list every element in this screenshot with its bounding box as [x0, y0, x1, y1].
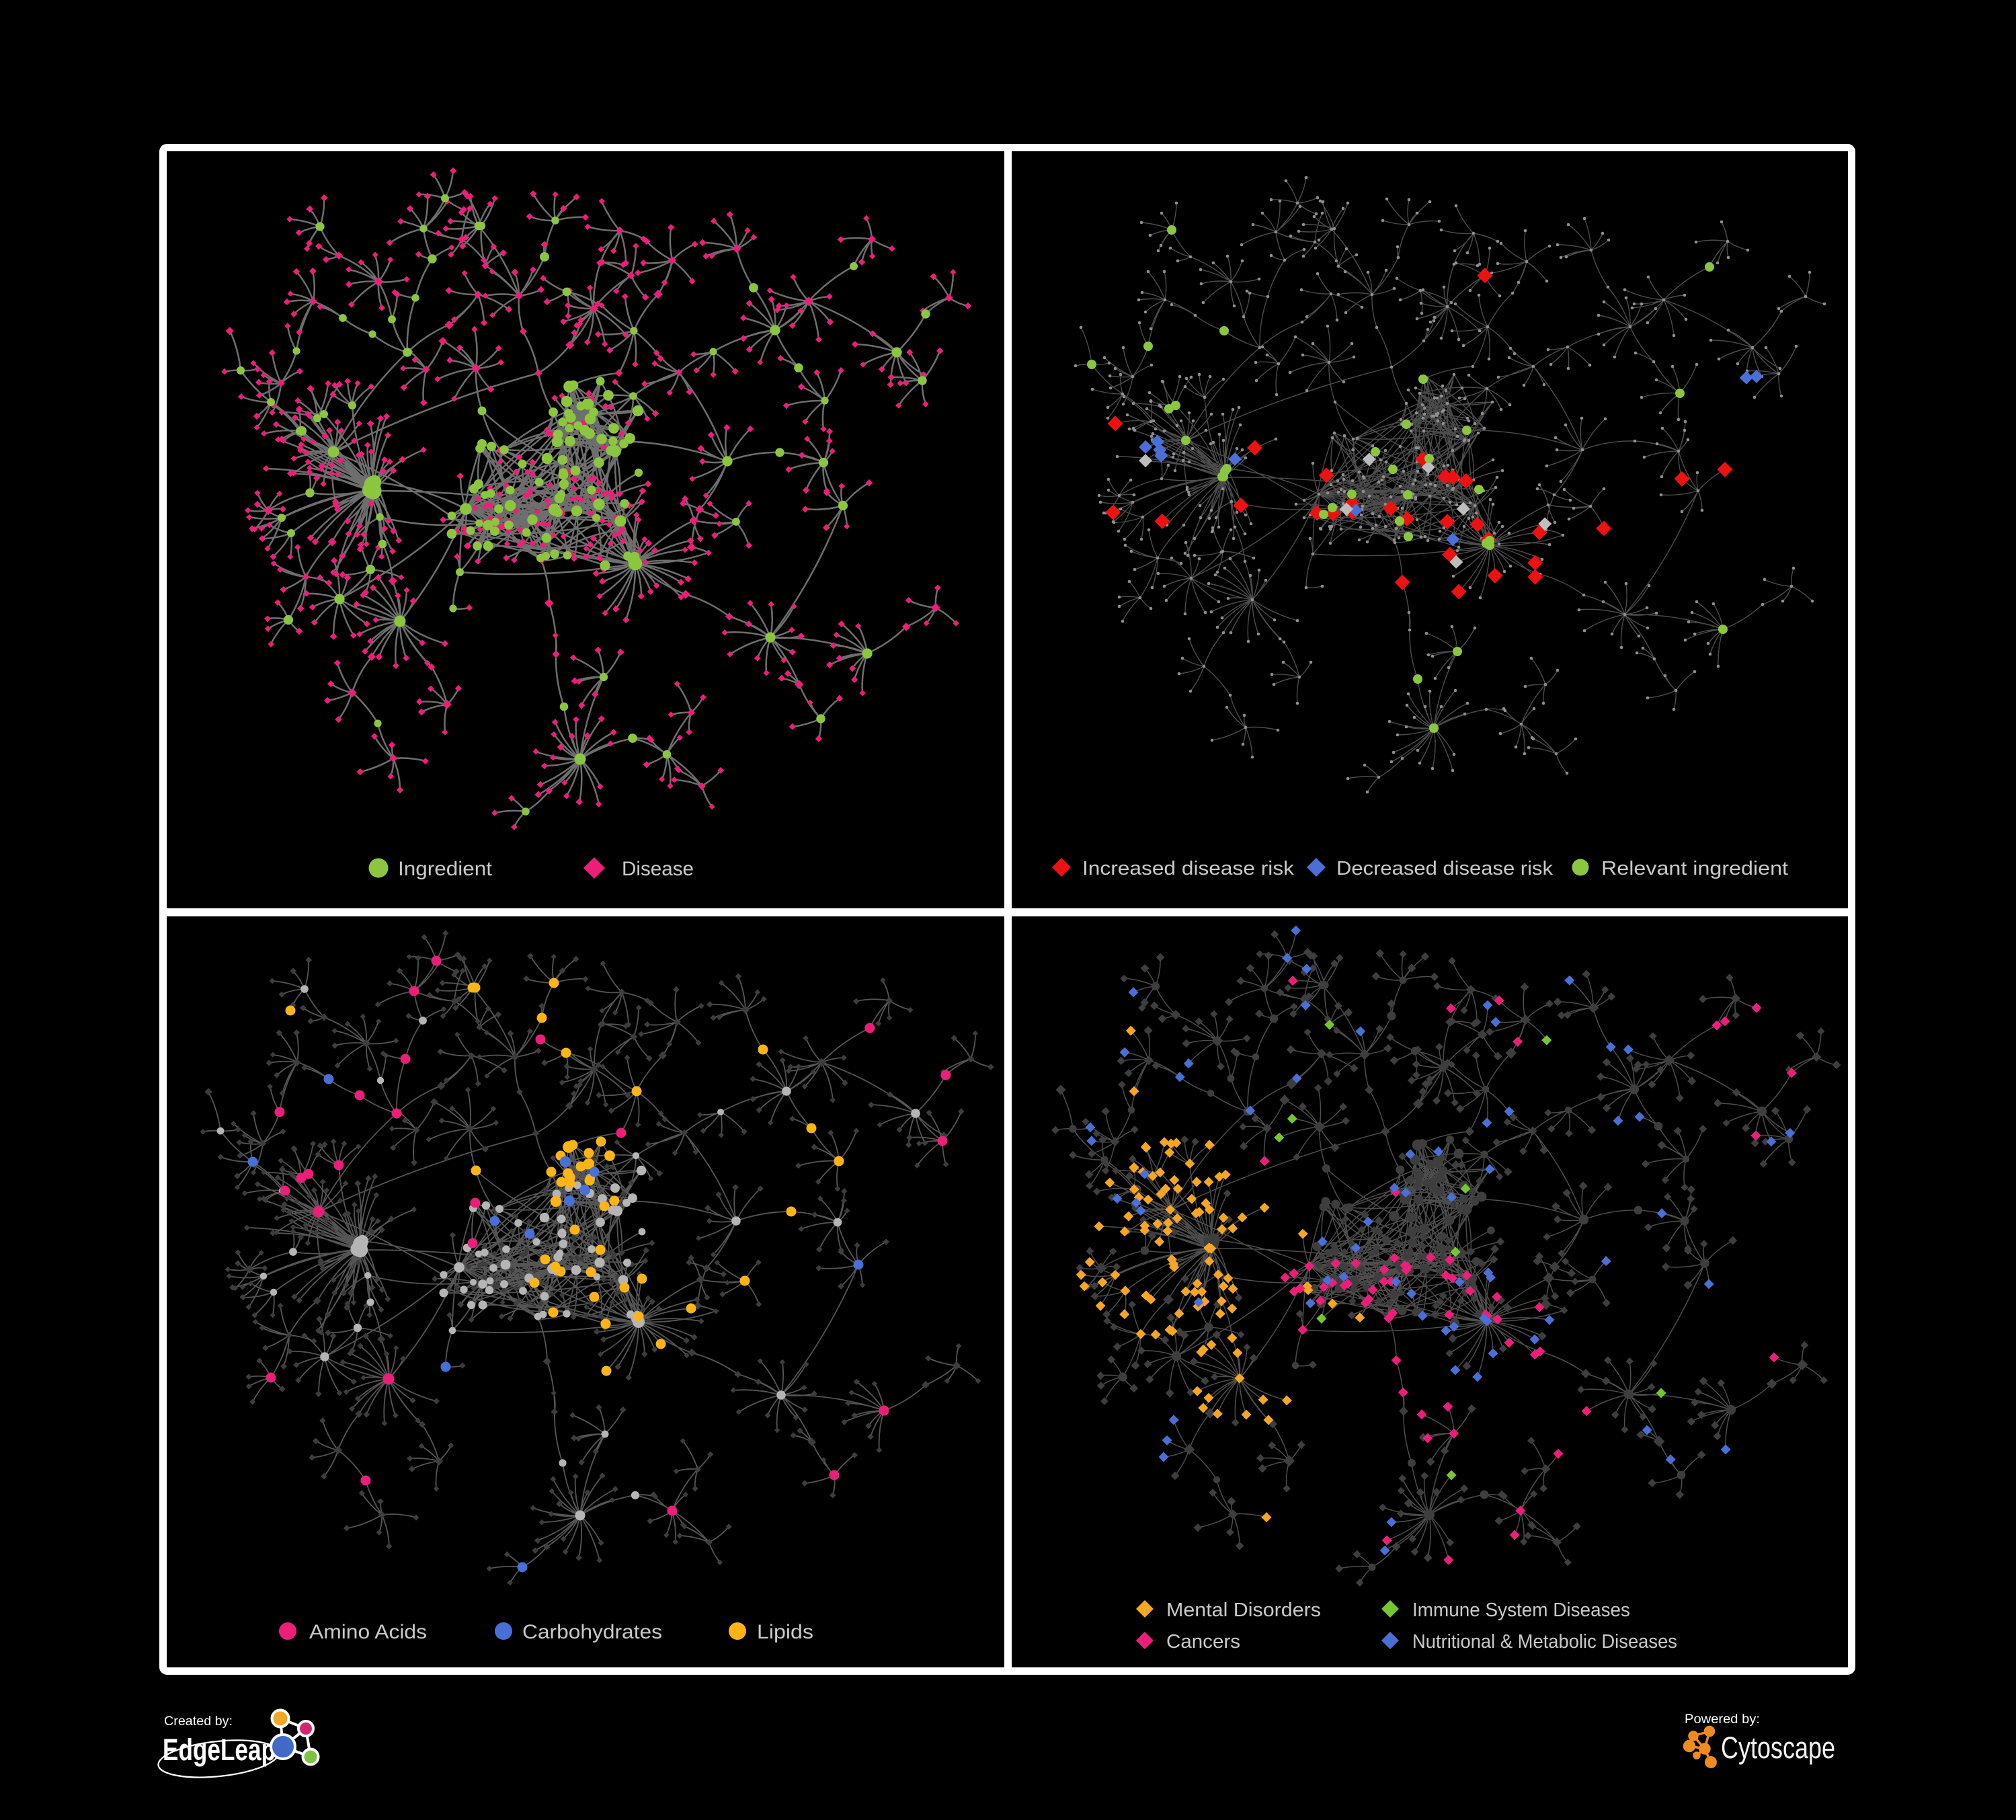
- svg-text:Immune System Diseases: Immune System Diseases: [1412, 1599, 1630, 1621]
- svg-text:Lipids: Lipids: [757, 1621, 813, 1643]
- svg-text:Disease: Disease: [622, 858, 694, 880]
- svg-text:Created by:: Created by:: [164, 1714, 233, 1729]
- svg-text:Cytoscape: Cytoscape: [1721, 1731, 1835, 1765]
- svg-text:Mental Disorders: Mental Disorders: [1166, 1599, 1321, 1621]
- svg-text:Increased disease risk: Increased disease risk: [1082, 858, 1295, 879]
- svg-text:Carbohydrates: Carbohydrates: [522, 1621, 662, 1643]
- svg-text:Ingredient: Ingredient: [398, 858, 493, 880]
- svg-text:Cancers: Cancers: [1166, 1631, 1240, 1653]
- svg-text:Relevant ingredient: Relevant ingredient: [1601, 858, 1788, 879]
- svg-text:Amino Acids: Amino Acids: [309, 1621, 427, 1643]
- svg-text:Nutritional & Metabolic Diseas: Nutritional & Metabolic Diseases: [1412, 1631, 1677, 1653]
- svg-text:Decreased disease risk: Decreased disease risk: [1336, 858, 1554, 879]
- svg-text:Powered by:: Powered by:: [1685, 1712, 1760, 1727]
- svg-text:EdgeLeap: EdgeLeap: [163, 1733, 276, 1767]
